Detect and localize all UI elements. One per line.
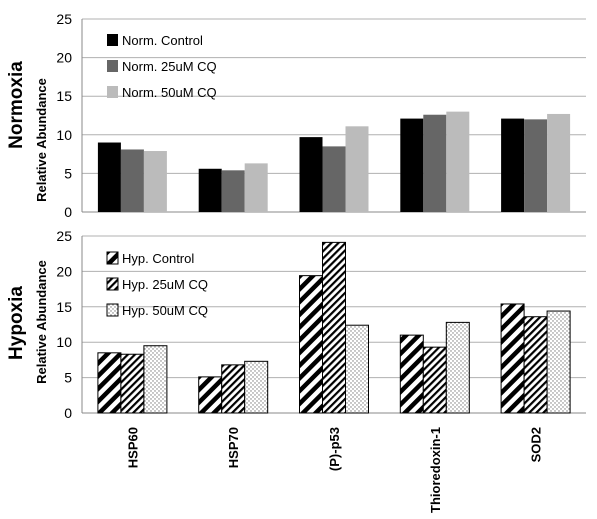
hypoxia-legend-swatch (106, 277, 119, 291)
normoxia-y-tick-label: 20 (56, 50, 72, 66)
normoxia-legend-label: Norm. Control (122, 33, 203, 48)
normoxia-y-tick-label: 5 (64, 165, 72, 181)
hypoxia-bar--p-p53-s0 (299, 275, 323, 414)
category-label: SOD2 (529, 427, 544, 462)
normoxia-legend-swatch (107, 60, 118, 72)
hypoxia-y-tick-label: 0 (64, 405, 72, 421)
normoxia-bar-hsp70-s1 (221, 170, 245, 212)
hypoxia-bar-hsp60-s2 (143, 345, 168, 414)
hypoxia-bar-sod2-s0 (500, 303, 525, 414)
normoxia-panel-title: Normoxia (6, 61, 27, 149)
hypoxia-legend-swatch (106, 303, 119, 317)
normoxia-bar-hsp70-s2 (244, 163, 268, 212)
normoxia-panel: 0 5 10 15 20 25 Norm. Control Norm. 25uM CQ Norm… (6, 11, 586, 220)
hypoxia-bar-thioredoxin-1-s1 (422, 346, 447, 414)
hypoxia-legend-label: Hyp. Control (122, 251, 194, 266)
hypoxia-y-tick-label: 10 (56, 334, 72, 350)
normoxia-y-tick-label: 25 (56, 11, 72, 27)
hypoxia-bar-thioredoxin-1-s2 (445, 321, 470, 414)
normoxia-bar--p-p53-s1 (322, 146, 346, 212)
normoxia-bar--p-p53-s2 (345, 126, 369, 212)
normoxia-bar--p-p53-s0 (299, 137, 323, 212)
normoxia-legend-label: Norm. 50uM CQ (122, 85, 217, 100)
normoxia-bar-thioredoxin-1-s1 (423, 114, 447, 212)
category-label: Thioredoxin-1 (428, 427, 443, 513)
hypoxia-y-tick-label: 5 (64, 370, 72, 386)
normoxia-bar-thioredoxin-1-s0 (400, 118, 424, 212)
hypoxia-bar-hsp60-s1 (120, 353, 145, 414)
normoxia-legend-swatch (107, 34, 118, 46)
hypoxia-legend-label: Hyp. 25uM CQ (122, 277, 208, 292)
hypoxia-y-axis-label: Relative Abundance (34, 260, 49, 384)
hypoxia-bar-sod2-s1 (523, 316, 548, 414)
category-label: HSP70 (226, 427, 241, 468)
hypoxia-bar-sod2-s2 (546, 310, 571, 414)
normoxia-legend-label: Norm. 25uM CQ (122, 59, 217, 74)
hypoxia-legend-swatch (106, 251, 119, 265)
hypoxia-bar-hsp70-s2 (244, 360, 269, 414)
category-axis-labels: HSP60 HSP70 (P)-p53 Thioredoxin-1 SOD2 (125, 427, 543, 513)
hypoxia-legend-label: Hyp. 50uM CQ (122, 303, 208, 318)
normoxia-y-axis-label: Relative Abundance (34, 78, 49, 202)
normoxia-bar-hsp60-s0 (97, 142, 121, 212)
normoxia-bar-sod2-s0 (501, 118, 525, 212)
hypoxia-bar-hsp70-s1 (221, 364, 246, 414)
hypoxia-y-tick-label: 20 (56, 263, 72, 279)
normoxia-y-tick-label: 15 (56, 88, 72, 104)
hypoxia-bar--p-p53-s2 (345, 324, 369, 414)
hypoxia-y-tick-label: 15 (56, 299, 72, 315)
hypoxia-bar-hsp70-s0 (198, 376, 223, 414)
normoxia-legend-swatch (107, 86, 118, 98)
category-label: (P)-p53 (327, 427, 342, 471)
normoxia-bar-sod2-s1 (524, 119, 548, 212)
normoxia-bar-thioredoxin-1-s2 (446, 111, 470, 212)
normoxia-y-tick-label: 10 (56, 127, 72, 143)
hypoxia-bar-thioredoxin-1-s0 (399, 334, 424, 414)
hypoxia-panel-title: Hypoxia (6, 286, 27, 360)
normoxia-bar-sod2-s2 (547, 113, 571, 212)
hypoxia-bar-hsp60-s0 (97, 352, 122, 414)
hypoxia-y-tick-label: 25 (56, 228, 72, 244)
hypoxia-bar--p-p53-s1 (322, 241, 346, 414)
normoxia-bar-hsp60-s2 (143, 151, 167, 212)
normoxia-bar-hsp60-s1 (120, 149, 144, 212)
hypoxia-panel: 0 5 10 15 20 25 Hyp. Control Hyp. 25uM CQ Hyp. 5… (6, 228, 586, 421)
normoxia-y-tick-label: 0 (64, 204, 72, 220)
category-label: HSP60 (125, 427, 140, 468)
normoxia-bar-hsp70-s0 (198, 168, 222, 212)
